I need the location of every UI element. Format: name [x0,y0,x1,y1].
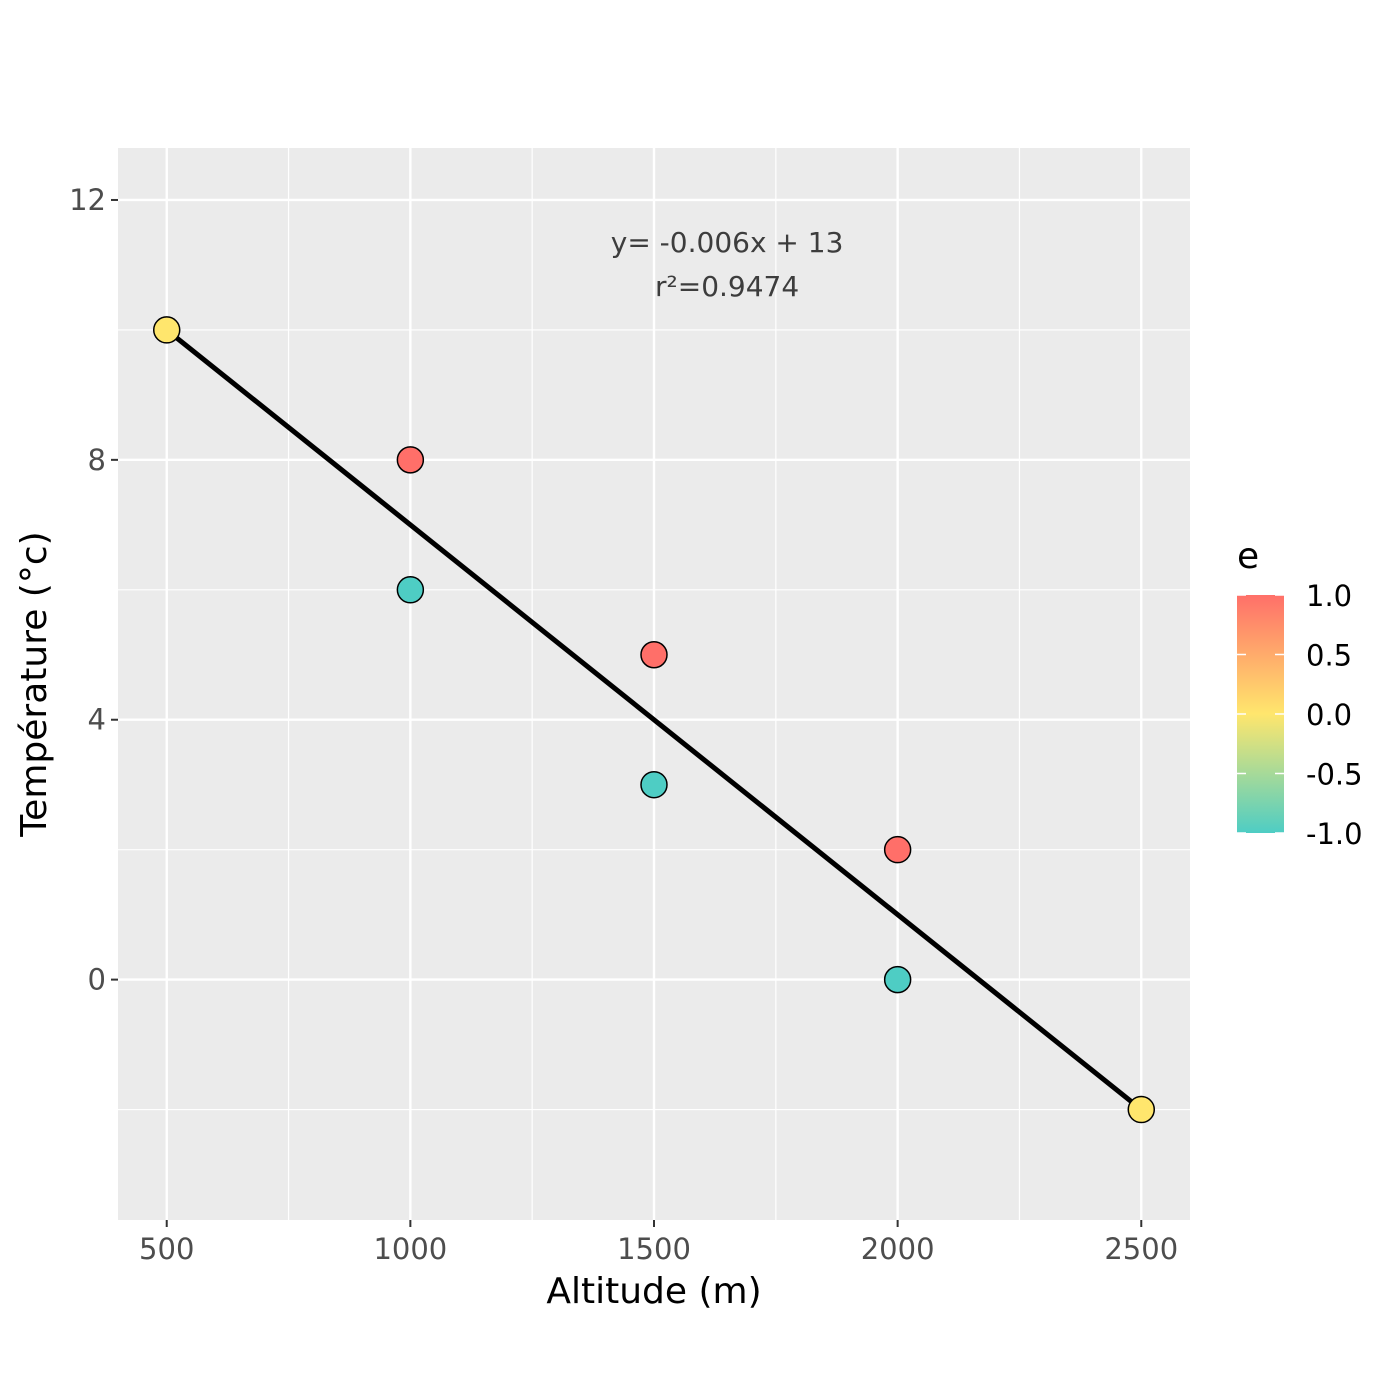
x-axis-title: Altitude (m) [546,1271,761,1312]
data-point [1127,1095,1156,1124]
legend-label: 0.5 [1306,639,1352,673]
legend-labels: 1.0 0.5 0.0 -0.5 -1.0 [1306,579,1363,851]
y-tick-label: 8 [88,443,106,477]
color-legend: e 1.0 0.5 0.0 -0.5 -1.0 [1237,536,1363,851]
data-point [640,770,668,799]
y-tick-label: 4 [88,703,106,737]
legend-ticks [1237,594,1284,834]
y-axis-title: Température (°c) [14,531,55,837]
data-point [396,576,425,604]
data-point [883,835,912,864]
data-point [396,446,425,474]
regression-line [165,327,1143,1112]
x-tick-label: 1000 [373,1232,447,1266]
data-point [640,641,668,669]
r-squared-annotation: r²=0.9474 [655,270,799,303]
legend-label: -0.5 [1306,758,1363,792]
legend-label: 0.0 [1306,698,1352,732]
x-tick-label: 2500 [1104,1232,1178,1266]
data-point [152,316,181,344]
x-tick-labels: 500 1000 1500 2000 2500 [139,1232,1178,1266]
axis-ticks [111,198,1143,1227]
data-points [152,316,1156,1124]
x-tick-label: 500 [139,1232,194,1266]
x-tick-label: 2000 [861,1232,935,1266]
data-point [883,965,912,994]
equation-annotation: y= -0.006x + 13 [611,226,844,259]
y-tick-label: 12 [69,183,106,217]
legend-label: -1.0 [1306,817,1363,851]
legend-title: e [1237,536,1259,577]
y-tick-label: 0 [88,963,106,997]
legend-label: 1.0 [1306,579,1352,613]
x-tick-label: 1500 [617,1232,691,1266]
y-tick-labels: 0 4 8 12 [69,183,106,997]
